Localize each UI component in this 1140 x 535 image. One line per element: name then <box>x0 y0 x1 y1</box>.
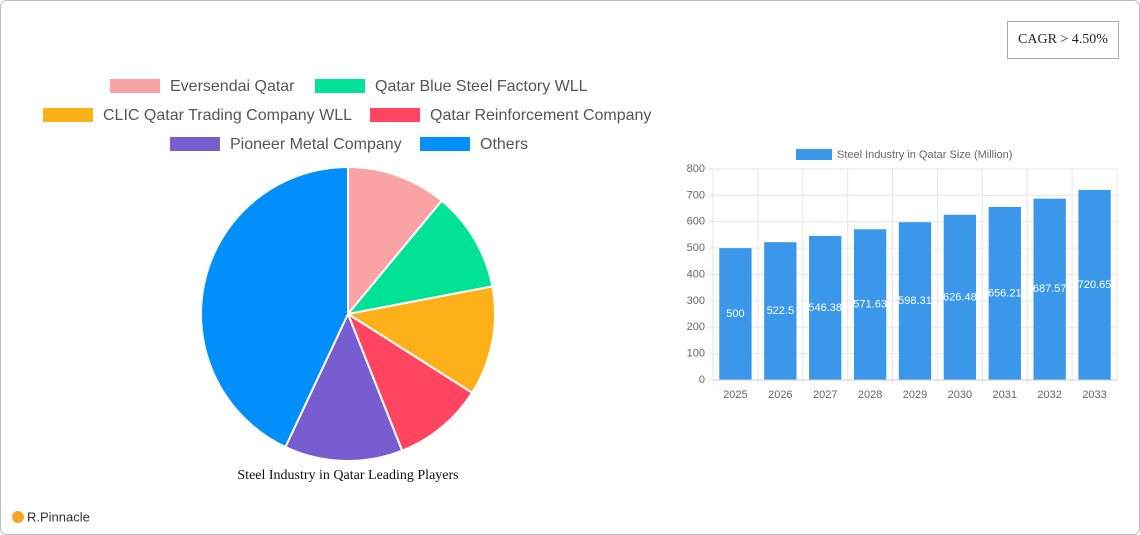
x-tick-label: 2026 <box>768 389 792 401</box>
x-tick-label: 2029 <box>903 389 927 401</box>
y-tick-label: 0 <box>699 374 705 386</box>
bar <box>1078 189 1111 380</box>
y-tick-label: 400 <box>687 268 705 280</box>
value-label: 656.21 <box>988 287 1022 299</box>
logo: R.Pinnacle <box>27 509 90 524</box>
chart-title: Steel Industry in Qatar Leading Players <box>237 468 458 483</box>
y-tick-label: 300 <box>687 295 705 307</box>
bar <box>988 206 1021 380</box>
value-label: 546.38 <box>808 302 842 314</box>
value-label: 571.63 <box>853 299 887 311</box>
y-tick-label: 100 <box>687 348 705 360</box>
legend-swatch <box>43 108 93 122</box>
pie-slice <box>200 165 349 449</box>
x-tick-label: 2027 <box>813 389 837 401</box>
bar <box>943 214 977 380</box>
legend-swatch <box>796 149 832 160</box>
value-label: 500 <box>726 308 744 320</box>
legend-swatch <box>370 108 420 122</box>
legend-swatch <box>315 79 365 93</box>
value-label: 598.31 <box>898 295 932 307</box>
value-label: 522.5 <box>767 305 795 317</box>
y-tick-label: 200 <box>687 321 705 333</box>
cagr-box <box>1007 21 1119 59</box>
logo-icon <box>12 511 24 523</box>
pie-slice <box>284 311 404 462</box>
x-tick-label: 2025 <box>723 389 747 401</box>
legend-label: Pioneer Metal Company <box>230 136 402 153</box>
bar <box>719 248 752 380</box>
pie-slice <box>345 285 496 395</box>
pie-slice <box>345 311 474 452</box>
y-tick-label: 500 <box>687 242 705 254</box>
x-tick-label: 2028 <box>858 389 882 401</box>
legend-label: Steel Industry in Qatar Size (Million) <box>837 149 1012 161</box>
bar <box>853 229 887 380</box>
value-label: 687.57 <box>1033 283 1067 295</box>
legend-swatch <box>170 137 220 151</box>
value-label: 626.48 <box>943 291 977 303</box>
y-tick-label: 700 <box>687 189 705 201</box>
y-tick-label: 800 <box>687 163 705 175</box>
x-tick-label: 2031 <box>993 389 1017 401</box>
x-tick-label: 2033 <box>1082 389 1106 401</box>
x-tick-label: 2030 <box>948 389 972 401</box>
legend-label: Qatar Reinforcement Company <box>430 107 651 124</box>
bar <box>764 242 797 380</box>
value-label: 720.65 <box>1078 279 1112 291</box>
pie-slice <box>345 199 494 316</box>
legend-swatch <box>110 79 160 93</box>
legend-label: Others <box>480 136 528 153</box>
pie-slice <box>347 165 444 317</box>
legend-swatch <box>420 137 470 151</box>
bar <box>898 222 932 380</box>
cagr-label: CAGR > 4.50% <box>1018 32 1108 47</box>
legend-label: CLIC Qatar Trading Company WLL <box>103 107 352 124</box>
bar <box>809 235 842 380</box>
legend-label: Eversendai Qatar <box>170 78 295 95</box>
y-tick-label: 600 <box>687 216 705 228</box>
x-tick-label: 2032 <box>1037 389 1061 401</box>
bar <box>1033 198 1066 380</box>
legend-label: Qatar Blue Steel Factory WLL <box>375 78 588 95</box>
